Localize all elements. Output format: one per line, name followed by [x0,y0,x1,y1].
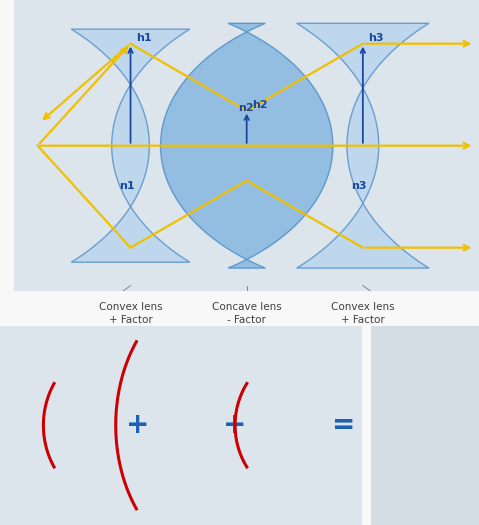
Text: =: = [332,411,355,439]
Polygon shape [297,23,429,268]
Text: + Factor: + Factor [341,315,385,326]
Text: h3: h3 [368,33,384,43]
Text: h2: h2 [252,100,268,110]
Text: Convex lens: Convex lens [331,301,395,312]
Text: n3: n3 [351,182,367,192]
Text: Concave lens: Concave lens [212,301,282,312]
Text: n2: n2 [239,103,254,113]
Bar [0,102,13,190]
Text: Convex lens: Convex lens [99,301,162,312]
Text: - Factor: - Factor [227,315,266,326]
Polygon shape [71,29,190,262]
Polygon shape [160,23,333,268]
Text: n1: n1 [119,182,135,192]
Text: h1: h1 [136,33,152,43]
Text: +: + [223,411,247,439]
Text: + Factor: + Factor [109,315,152,326]
Text: +: + [126,411,149,439]
